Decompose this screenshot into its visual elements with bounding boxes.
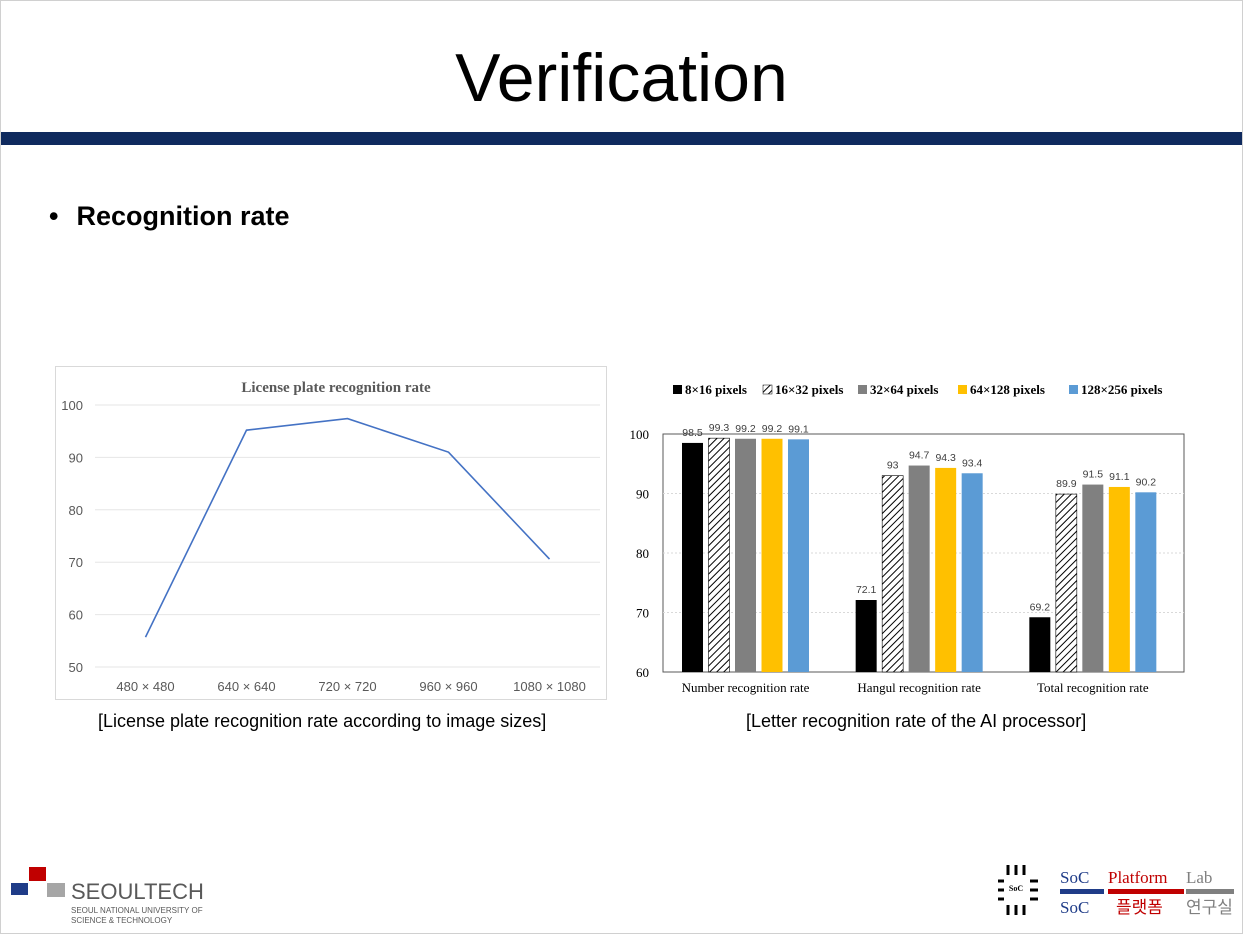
legend-swatch: [762, 384, 773, 395]
title-divider: [1, 132, 1242, 145]
bar-value-label: 98.5: [682, 427, 703, 439]
svg-text:SoC: SoC: [1009, 884, 1023, 893]
bar: [1029, 617, 1051, 672]
bar: [935, 467, 957, 672]
y-tick-label: 100: [630, 427, 650, 442]
svg-text:SoC: SoC: [1060, 868, 1089, 887]
bar-chart-caption: [Letter recognition rate of the AI proce…: [746, 711, 1087, 731]
y-tick-label: 60: [69, 608, 83, 623]
x-tick-label: Number recognition rate: [682, 680, 810, 695]
y-tick-label: 100: [61, 398, 83, 413]
svg-text:플랫폼: 플랫폼: [1116, 898, 1163, 917]
line-chart: License plate recognition rate 50 60 70 80 9…: [55, 366, 607, 700]
seoultech-logo: SEOULTECH SEOUL NATIONAL UNIVERSITY OF S…: [11, 867, 204, 925]
bar: [881, 475, 904, 673]
x-tick-label: 480 × 480: [116, 679, 174, 694]
bar-value-label: 91.1: [1109, 471, 1130, 483]
bar-value-label: 99.2: [762, 423, 783, 435]
y-tick-label: 80: [69, 503, 83, 518]
bar-value-label: 99.3: [709, 422, 730, 434]
bar-value-label: 91.5: [1083, 469, 1104, 481]
bar: [908, 465, 930, 672]
bar: [1082, 484, 1104, 672]
bar-value-label: 72.1: [856, 584, 877, 596]
chart-title: License plate recognition rate: [241, 380, 431, 396]
bar-value-label: 90.2: [1136, 476, 1157, 488]
bar: [961, 473, 983, 672]
bar-value-label: 93: [887, 460, 899, 472]
bar: [708, 437, 730, 673]
svg-text:SEOULTECH: SEOULTECH: [71, 879, 204, 904]
bar: [1135, 492, 1157, 672]
line-chart-caption: [License plate recognition rate accordin…: [98, 711, 547, 731]
y-tick-label: 90: [69, 450, 83, 465]
bullet-text: Recognition rate: [76, 201, 290, 231]
legend-label: 32×64 pixels: [870, 382, 938, 397]
legend-swatch: [858, 385, 867, 394]
bar: [1108, 486, 1130, 672]
bar: [682, 442, 703, 672]
bar-value-label: 99.2: [735, 423, 756, 435]
y-tick-label: 70: [69, 555, 83, 570]
bar: [1055, 493, 1078, 673]
bar: [735, 438, 756, 672]
bullet-dot: •: [49, 201, 59, 231]
bar-value-label: 94.3: [935, 452, 956, 464]
x-tick-label: 640 × 640: [217, 679, 275, 694]
x-tick-label: 720 × 720: [318, 679, 376, 694]
svg-text:Lab: Lab: [1186, 868, 1212, 887]
legend-label: 64×128 pixels: [970, 382, 1045, 397]
y-tick-label: 90: [636, 487, 649, 502]
bar: [761, 438, 783, 672]
x-tick-label: 1080 × 1080: [513, 679, 586, 694]
svg-text:연구실: 연구실: [1186, 898, 1233, 917]
bar-chart: 8×16 pixels 16×32 pixels 32×64 pixels 64×12…: [630, 382, 1185, 695]
svg-text:SEOUL NATIONAL UNIVERSITY OF: SEOUL NATIONAL UNIVERSITY OF: [71, 906, 203, 915]
legend-label: 16×32 pixels: [775, 382, 843, 397]
x-tick-label: Hangul recognition rate: [857, 680, 981, 695]
svg-text:SCIENCE & TECHNOLOGY: SCIENCE & TECHNOLOGY: [71, 916, 173, 925]
y-tick-label: 70: [636, 606, 649, 621]
bar-value-label: 94.7: [909, 450, 930, 462]
bullet-item: • Recognition rate: [49, 201, 289, 232]
y-tick-label: 80: [636, 546, 649, 561]
y-tick-label: 50: [69, 660, 83, 675]
y-tick-label: 60: [636, 665, 649, 680]
svg-text:SoC: SoC: [1060, 898, 1089, 917]
legend-swatch: [958, 385, 967, 394]
svg-text:Platform: Platform: [1108, 868, 1168, 887]
legend-label: 8×16 pixels: [685, 382, 747, 397]
x-tick-label: Total recognition rate: [1037, 680, 1149, 695]
bar-value-label: 93.4: [962, 457, 983, 469]
bar-value-label: 99.1: [788, 423, 809, 435]
bar: [855, 600, 877, 672]
legend-swatch: [673, 385, 682, 394]
slide-title: Verification: [455, 40, 788, 116]
soc-platform-lab-logo: SoC SoC Platform Lab SoC 플랫폼 연구실: [998, 865, 1234, 917]
legend-label: 128×256 pixels: [1081, 382, 1162, 397]
chart-border: [55, 366, 607, 700]
bar-value-label: 89.9: [1056, 478, 1077, 490]
x-tick-label: 960 × 960: [419, 679, 477, 694]
bar-value-label: 69.2: [1030, 601, 1051, 613]
legend-swatch: [1069, 385, 1078, 394]
bar: [788, 439, 809, 672]
